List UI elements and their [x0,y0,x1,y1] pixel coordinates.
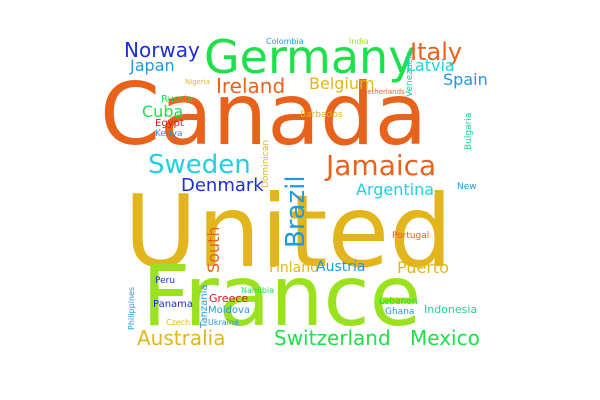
word-nigeria: Nigeria [185,78,211,86]
word-netherlands: Netherlands [362,88,405,96]
word-barbados: Barbados [300,110,343,120]
word-russia: Russia [161,94,194,105]
word-austria: Austria [316,259,366,275]
word-venezuela: Venezuela [405,50,415,97]
word-greece: Greece [209,292,249,305]
word-colombia: Colombia [266,37,304,46]
word-spain: Spain [443,70,488,89]
word-italy: Italy [410,38,463,66]
word-new: New [457,182,477,192]
word-ghana: Ghana [385,307,415,317]
word-ireland: Ireland [216,74,286,98]
word-bulgaria: Bulgaria [464,112,474,150]
word-mexico: Mexico [410,326,480,350]
word-germany: Germany [204,30,416,84]
word-belgium: Belgium [309,74,375,93]
word-lebanon: Lebanon [379,297,418,307]
word-czech: Czech [166,318,191,327]
word-puerto: Puerto [397,258,449,277]
word-argentina: Argentina [356,180,435,199]
word-latvia: Latvia [406,56,455,75]
word-kenya: Kenya [155,129,183,139]
word-ukraine: Ukraine [208,318,239,327]
word-portugal: Portugal [392,231,430,241]
word-moldova: Moldova [208,305,251,316]
word-japan: Japan [130,56,175,75]
word-peru: Peru [155,276,176,286]
word-india: India [349,37,369,46]
word-philippines: Philippines [127,286,136,330]
word-france: France [142,247,422,345]
word-switzerland: Switzerland [274,326,391,350]
word-panama: Panama [153,299,194,310]
word-united: United [124,173,453,290]
word-egypt: Egypt [155,118,184,129]
word-namibia: Namibia [241,286,275,295]
word-finland: Finland [269,260,320,276]
word-cuba: Cuba [142,102,184,121]
word-norway: Norway [124,38,200,62]
word-jamaica: Jamaica [326,149,437,182]
word-denmark: Denmark [181,175,264,196]
word-canada: Canada [100,65,428,165]
word-indonesia: Indonesia [424,303,478,316]
word-australia: Australia [137,326,226,350]
word-south: South [204,226,223,274]
word-sweden: Sweden [148,150,251,180]
word-brazil: Brazil [281,175,311,248]
